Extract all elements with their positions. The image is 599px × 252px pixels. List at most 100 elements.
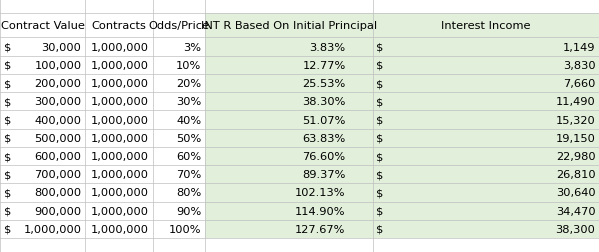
Bar	[205, 14, 599, 38]
Text: 1,149: 1,149	[563, 42, 595, 52]
Text: $: $	[4, 151, 11, 161]
Text: 26,810: 26,810	[556, 170, 595, 179]
Bar	[0, 14, 205, 38]
Bar	[0, 75, 205, 93]
Bar	[205, 56, 599, 75]
Text: $: $	[4, 133, 11, 143]
Text: 1,000,000: 1,000,000	[91, 206, 149, 216]
Bar	[205, 75, 599, 93]
Text: 600,000: 600,000	[35, 151, 81, 161]
Text: 89.37%: 89.37%	[302, 170, 346, 179]
Text: 10%: 10%	[176, 60, 201, 71]
Text: 1,000,000: 1,000,000	[91, 79, 149, 89]
Text: 1,000,000: 1,000,000	[91, 170, 149, 179]
Text: $: $	[4, 115, 11, 125]
Bar	[0, 129, 205, 147]
Text: 15,320: 15,320	[556, 115, 595, 125]
Text: 400,000: 400,000	[35, 115, 81, 125]
Text: 1,000,000: 1,000,000	[91, 115, 149, 125]
Text: 76.60%: 76.60%	[302, 151, 346, 161]
Text: 1,000,000: 1,000,000	[91, 224, 149, 234]
Text: $: $	[376, 79, 383, 89]
Bar	[0, 111, 205, 129]
Text: 100%: 100%	[169, 224, 201, 234]
Text: 200,000: 200,000	[35, 79, 81, 89]
Bar	[205, 129, 599, 147]
Text: 30,000: 30,000	[41, 42, 81, 52]
Text: 900,000: 900,000	[34, 206, 81, 216]
Text: 100,000: 100,000	[34, 60, 81, 71]
Text: 38.30%: 38.30%	[302, 97, 346, 107]
Text: 80%: 80%	[176, 188, 201, 198]
Text: $: $	[4, 188, 11, 198]
Bar	[205, 38, 599, 56]
Bar	[0, 93, 205, 111]
Text: 127.67%: 127.67%	[295, 224, 346, 234]
Text: 1,000,000: 1,000,000	[91, 188, 149, 198]
Text: 102.13%: 102.13%	[295, 188, 346, 198]
Text: 1,000,000: 1,000,000	[23, 224, 81, 234]
Text: 40%: 40%	[176, 115, 201, 125]
Text: 114.90%: 114.90%	[295, 206, 346, 216]
Bar	[205, 166, 599, 184]
Text: 1,000,000: 1,000,000	[91, 97, 149, 107]
Text: 1,000,000: 1,000,000	[91, 42, 149, 52]
Text: Contracts: Contracts	[92, 21, 146, 31]
Text: 3%: 3%	[183, 42, 201, 52]
Text: Interest Income: Interest Income	[441, 21, 531, 31]
Bar	[0, 238, 599, 252]
Text: 22,980: 22,980	[556, 151, 595, 161]
Text: $: $	[376, 170, 383, 179]
Text: $: $	[4, 42, 11, 52]
Text: 63.83%: 63.83%	[302, 133, 346, 143]
Bar	[205, 202, 599, 220]
Text: 34,470: 34,470	[556, 206, 595, 216]
Text: 38,300: 38,300	[555, 224, 595, 234]
Text: 12.77%: 12.77%	[302, 60, 346, 71]
Text: Odds/Price: Odds/Price	[149, 21, 209, 31]
Text: 90%: 90%	[176, 206, 201, 216]
Text: 3,830: 3,830	[563, 60, 595, 71]
Text: $: $	[376, 42, 383, 52]
Text: $: $	[4, 97, 11, 107]
Text: $: $	[376, 97, 383, 107]
Text: 1,000,000: 1,000,000	[91, 151, 149, 161]
Text: Contract Value: Contract Value	[1, 21, 84, 31]
Text: $: $	[4, 79, 11, 89]
Text: 300,000: 300,000	[34, 97, 81, 107]
Text: $: $	[376, 151, 383, 161]
Text: 1,000,000: 1,000,000	[91, 133, 149, 143]
Text: 800,000: 800,000	[34, 188, 81, 198]
Text: 25.53%: 25.53%	[302, 79, 346, 89]
Text: 51.07%: 51.07%	[302, 115, 346, 125]
Text: 30%: 30%	[176, 97, 201, 107]
Text: INT R Based On Initial Principal: INT R Based On Initial Principal	[201, 21, 377, 31]
Bar	[0, 202, 205, 220]
Text: 11,490: 11,490	[556, 97, 595, 107]
Text: $: $	[376, 188, 383, 198]
Text: 3.83%: 3.83%	[310, 42, 346, 52]
Text: 700,000: 700,000	[34, 170, 81, 179]
Text: $: $	[4, 170, 11, 179]
Bar	[0, 166, 205, 184]
Text: 7,660: 7,660	[563, 79, 595, 89]
Text: 70%: 70%	[176, 170, 201, 179]
Text: 19,150: 19,150	[555, 133, 595, 143]
Bar	[205, 220, 599, 238]
Bar	[0, 0, 599, 14]
Bar	[205, 111, 599, 129]
Bar	[0, 56, 205, 75]
Text: 60%: 60%	[176, 151, 201, 161]
Bar	[205, 93, 599, 111]
Text: $: $	[4, 60, 11, 71]
Text: $: $	[4, 206, 11, 216]
Bar	[0, 147, 205, 166]
Text: $: $	[376, 206, 383, 216]
Bar	[0, 38, 205, 56]
Bar	[0, 220, 205, 238]
Text: $: $	[4, 224, 11, 234]
Text: $: $	[376, 133, 383, 143]
Text: 50%: 50%	[176, 133, 201, 143]
Text: $: $	[376, 60, 383, 71]
Text: 1,000,000: 1,000,000	[91, 60, 149, 71]
